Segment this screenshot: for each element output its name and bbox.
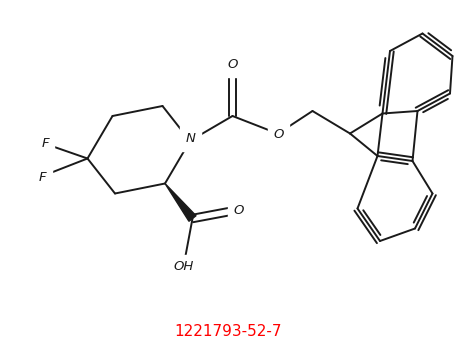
Text: OH: OH	[174, 260, 194, 273]
Text: F: F	[41, 137, 49, 150]
Text: O: O	[273, 128, 284, 141]
Text: F: F	[39, 171, 46, 184]
Text: O: O	[227, 58, 238, 71]
Polygon shape	[165, 184, 196, 221]
Text: O: O	[234, 204, 244, 217]
Text: 1221793-52-7: 1221793-52-7	[175, 325, 282, 339]
Text: N: N	[186, 132, 196, 145]
